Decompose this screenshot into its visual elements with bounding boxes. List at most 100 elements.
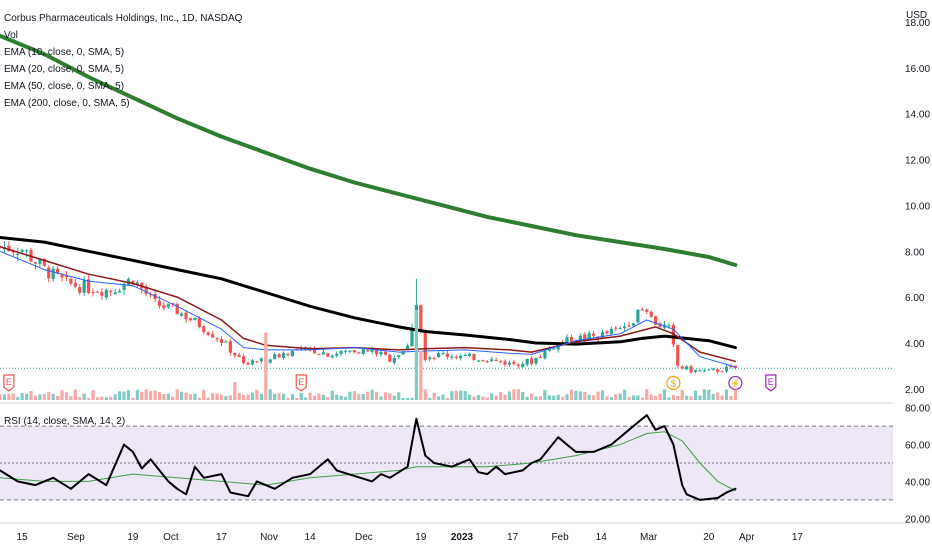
- candle-body: [459, 355, 463, 359]
- earnings-marker-label: E: [298, 377, 304, 387]
- volume-bar: [149, 390, 153, 400]
- time-tick-label: Mar: [640, 532, 658, 543]
- candle-body: [618, 328, 622, 330]
- candle-body: [339, 350, 343, 354]
- candle-body: [689, 366, 693, 373]
- volume-bar: [476, 394, 481, 400]
- volume-bar: [33, 395, 38, 400]
- legend-ema200[interactable]: EMA (200, close, 0, SMA, 5): [4, 98, 130, 109]
- chart-title[interactable]: Corbus Pharmaceuticals Holdings, Inc., 1…: [4, 13, 243, 24]
- candle-body: [724, 366, 729, 372]
- volume-bar: [521, 392, 525, 400]
- legend-ema50[interactable]: EMA (50, close, 0, SMA, 5): [4, 81, 125, 92]
- candle-body: [450, 356, 454, 358]
- candle-body: [702, 370, 706, 372]
- rsi-tick-label: 40.00: [905, 477, 930, 488]
- candle-body: [516, 364, 520, 366]
- time-tick-label: 19: [127, 532, 139, 543]
- candle-body: [135, 282, 139, 285]
- volume-bar: [357, 393, 361, 400]
- volume-bar: [596, 391, 600, 400]
- candle-body: [82, 280, 86, 293]
- volume-bar: [268, 389, 272, 400]
- dividend-marker: [666, 375, 681, 391]
- legend-ema20[interactable]: EMA (20, close, 0, SMA, 5): [4, 64, 125, 75]
- candle-body: [543, 350, 547, 359]
- candle-body: [716, 369, 720, 372]
- legend-vol[interactable]: Vol: [4, 30, 18, 41]
- volume-bar: [69, 396, 73, 400]
- rsi-legend[interactable]: RSI (14, close, SMA, 14, 2): [4, 416, 126, 427]
- price-tick-label: 18.00: [905, 18, 930, 29]
- candle-body: [33, 262, 38, 264]
- candle-body: [113, 292, 117, 295]
- volume-bar: [29, 391, 33, 400]
- candle-body: [583, 334, 587, 340]
- volume-bar: [370, 389, 374, 400]
- volume-bar: [662, 389, 667, 400]
- candle-body: [38, 259, 42, 264]
- volume-bar: [242, 394, 246, 400]
- volume-bar: [321, 394, 325, 400]
- candle-body: [47, 267, 51, 279]
- candle-body: [463, 354, 467, 356]
- ema50-line: [0, 236, 737, 350]
- volume-bar: [312, 395, 317, 400]
- volume-bar: [388, 393, 392, 400]
- volume-bar: [140, 392, 144, 400]
- volume-bar: [202, 389, 206, 400]
- volume-bar: [512, 389, 516, 400]
- candle-body: [490, 359, 494, 362]
- candle-body: [20, 249, 24, 252]
- candle-body: [574, 341, 578, 344]
- time-tick-label: 17: [507, 532, 519, 543]
- candle-body: [215, 338, 219, 340]
- volume-bar: [38, 394, 42, 400]
- volume-bar: [87, 397, 91, 400]
- volume-bar: [631, 395, 636, 400]
- candle-body: [91, 292, 95, 294]
- legend-ema10[interactable]: EMA (10, close, 0, SMA, 5): [4, 47, 125, 58]
- candle-body: [507, 362, 512, 365]
- volume-bar: [308, 392, 312, 400]
- candle-body: [445, 353, 450, 357]
- candle-body: [521, 363, 525, 367]
- volume-bar: [680, 389, 684, 400]
- candle-body: [366, 350, 370, 352]
- candle-body: [374, 350, 379, 355]
- candle-body: [335, 353, 339, 356]
- volume-bar: [317, 393, 321, 400]
- price-tick-label: 6.00: [905, 293, 925, 304]
- volume-bar: [397, 392, 401, 400]
- volume-bar: [467, 394, 472, 400]
- candle-body: [202, 326, 206, 333]
- volume-bar: [237, 392, 241, 400]
- volume-bar: [432, 392, 436, 400]
- volume-bar: [614, 394, 618, 400]
- volume-bar: [618, 393, 622, 400]
- volume-bar: [197, 397, 201, 400]
- candle-body: [281, 353, 286, 358]
- candle-body: [636, 309, 640, 323]
- candle-body: [206, 332, 210, 335]
- candle-body: [401, 351, 405, 355]
- volume-bar: [671, 394, 675, 400]
- price-tick-label: 10.00: [905, 201, 930, 212]
- volume-bar: [569, 389, 574, 400]
- candle-body: [627, 325, 631, 327]
- volume-bar: [228, 395, 232, 400]
- volume-bar: [122, 391, 126, 400]
- rsi-tick-label: 20.00: [905, 514, 930, 525]
- candle-body: [73, 282, 77, 287]
- ema10-line: [0, 250, 736, 368]
- volume-bar: [2, 394, 7, 400]
- currency-label[interactable]: USD: [906, 10, 928, 21]
- volume-bar: [592, 395, 596, 400]
- volume-bar: [16, 396, 20, 400]
- candle-body: [379, 351, 383, 355]
- volume-bar: [733, 389, 737, 400]
- candle-body: [348, 350, 352, 352]
- time-tick-label: 17: [216, 532, 228, 543]
- volume-bar: [277, 393, 281, 400]
